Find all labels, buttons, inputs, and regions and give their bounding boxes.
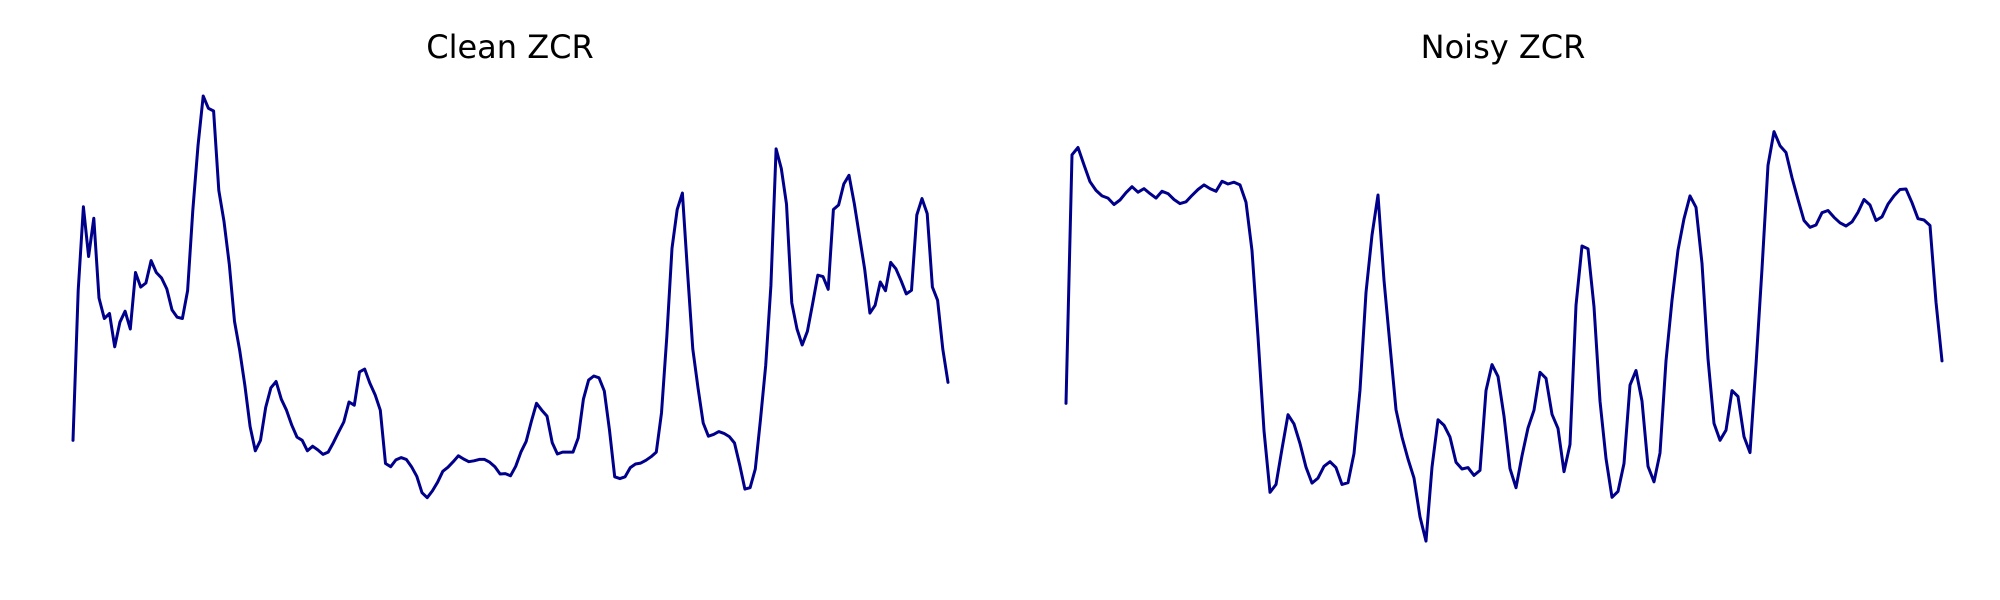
clean-zcr-chart: Clean ZCR bbox=[71, 28, 950, 500]
noisy-zcr-chart: Noisy ZCR bbox=[1064, 28, 1944, 543]
noisy-zcr-series-line bbox=[1064, 130, 1944, 543]
noisy-zcr-title: Noisy ZCR bbox=[1421, 28, 1586, 66]
clean-zcr-series-line bbox=[71, 94, 950, 500]
clean-zcr-title: Clean ZCR bbox=[426, 28, 593, 66]
